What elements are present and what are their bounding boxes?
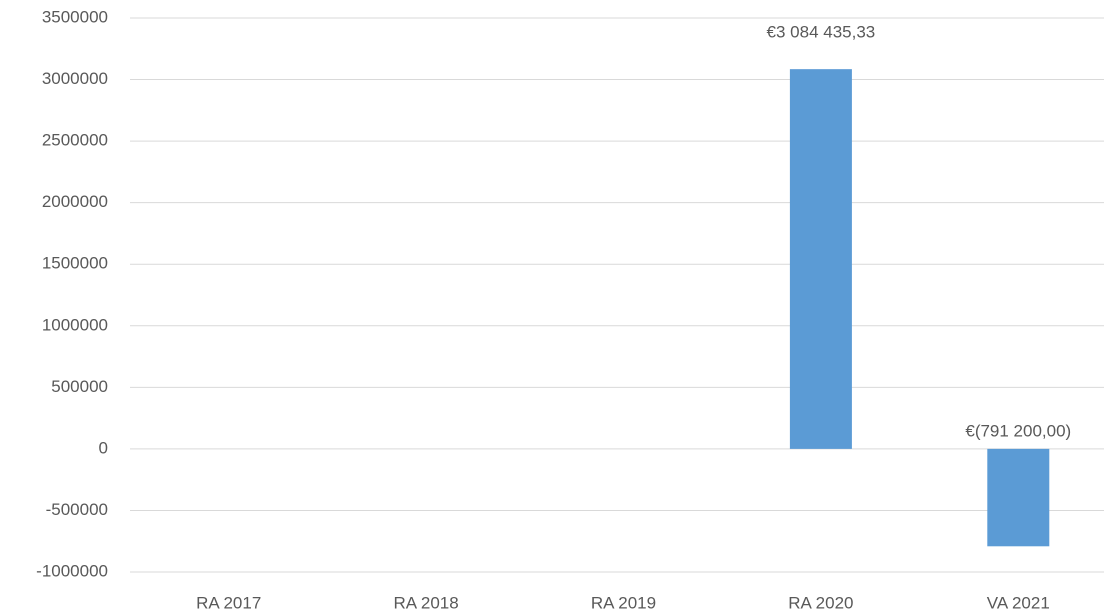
y-tick-label: 2500000 <box>42 131 108 150</box>
x-tick-label: VA 2021 <box>987 593 1050 612</box>
x-tick-label: RA 2017 <box>196 593 261 612</box>
x-tick-label: RA 2019 <box>591 593 656 612</box>
y-tick-label: 0 <box>99 438 108 457</box>
y-tick-label: 3000000 <box>42 69 108 88</box>
x-tick-label: RA 2018 <box>393 593 458 612</box>
y-tick-label: 2000000 <box>42 192 108 211</box>
data-label: €3 084 435,33 <box>767 23 876 42</box>
y-tick-label: 3500000 <box>42 7 108 26</box>
x-tick-label: RA 2020 <box>788 593 853 612</box>
bar <box>789 69 852 449</box>
y-tick-label: 1500000 <box>42 254 108 273</box>
y-tick-label: -1000000 <box>36 561 108 580</box>
y-tick-label: 500000 <box>51 377 108 396</box>
bar <box>987 448 1050 547</box>
y-tick-label: 1000000 <box>42 315 108 334</box>
data-label: €(791 200,00) <box>965 421 1071 440</box>
y-tick-label: -500000 <box>46 500 108 519</box>
